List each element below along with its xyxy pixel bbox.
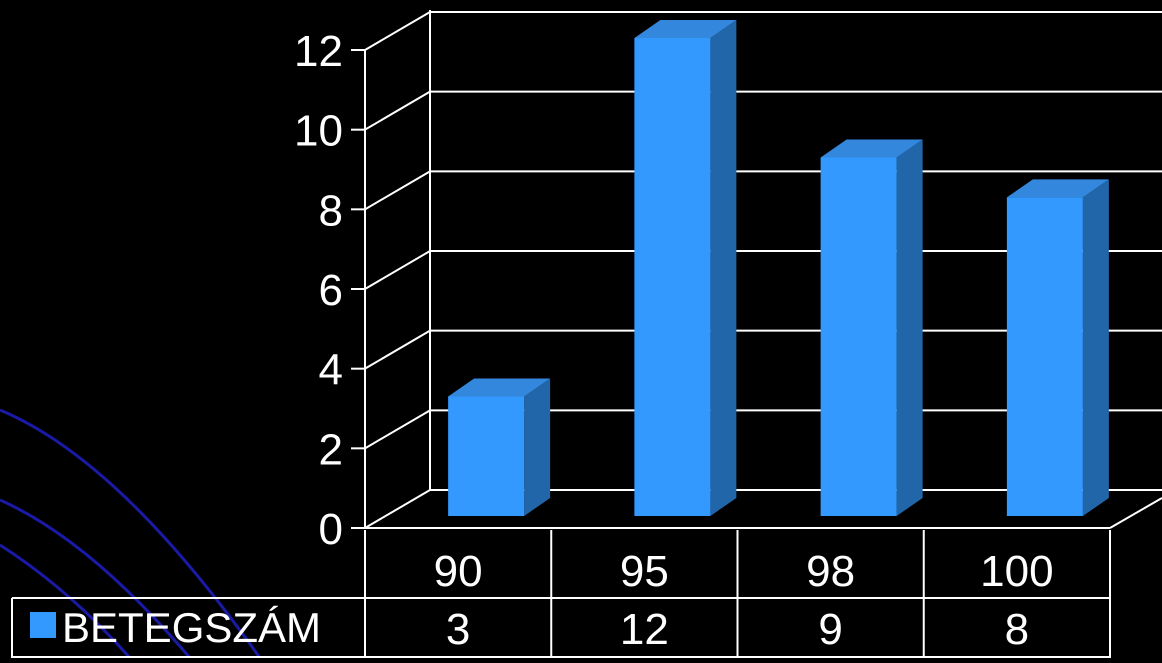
legend-swatch xyxy=(30,612,56,638)
bar-front xyxy=(820,157,897,516)
bar-side xyxy=(1082,179,1109,517)
x-tick-label: 95 xyxy=(620,547,669,596)
data-label: 3 xyxy=(446,605,470,654)
y-tick-label: 4 xyxy=(319,346,343,395)
x-tick-label: 100 xyxy=(980,547,1053,596)
data-label: 12 xyxy=(620,605,669,654)
decorative-curve-1 xyxy=(0,498,192,659)
bar-side xyxy=(710,20,737,516)
bar-90 xyxy=(448,378,551,516)
bar-98 xyxy=(820,139,923,516)
bar-100 xyxy=(1006,179,1109,517)
bar-top xyxy=(448,378,551,397)
gridline-diag-4 xyxy=(364,329,431,370)
decorative-curves xyxy=(0,408,262,659)
gridline-diag-8 xyxy=(364,170,431,211)
gridline-diag-10 xyxy=(364,90,431,131)
bars xyxy=(448,20,1109,517)
y-tick-label: 6 xyxy=(319,266,343,315)
bar-front xyxy=(1006,197,1083,517)
bar-side xyxy=(524,378,551,516)
y-tick-label: 12 xyxy=(294,27,343,76)
floor-right-edge xyxy=(1109,497,1162,529)
x-tick-label: 90 xyxy=(434,547,483,596)
gridline-diag-6 xyxy=(364,250,431,290)
bar-side xyxy=(896,139,923,516)
bar-95 xyxy=(634,20,737,516)
y-tick-label: 2 xyxy=(319,425,343,474)
legend-label: BETEGSZÁM xyxy=(62,604,321,651)
gridline-diag-12 xyxy=(364,11,431,51)
y-tick-label: 10 xyxy=(294,107,343,156)
gridline-diag-0 xyxy=(364,489,431,529)
decorative-curve-0 xyxy=(0,408,262,659)
y-axis-ticks: 0 2 4 6 8 10 12 xyxy=(294,27,365,554)
bar-top xyxy=(634,20,737,38)
bar-top xyxy=(1006,179,1109,198)
data-label: 8 xyxy=(1005,605,1029,654)
data-label: 9 xyxy=(818,605,842,654)
x-tick-label: 98 xyxy=(806,547,855,596)
gridline-diag-2 xyxy=(364,409,431,450)
bar-top xyxy=(820,139,923,158)
bar-front xyxy=(448,396,525,516)
bar-front xyxy=(634,38,711,516)
decorative-curve-2 xyxy=(0,543,132,659)
y-tick-label: 8 xyxy=(319,186,343,235)
data-table: 90 3 95 12 98 9 100 8 BETEGSZÁM xyxy=(11,530,1111,658)
y-tick-label: 0 xyxy=(319,505,343,554)
